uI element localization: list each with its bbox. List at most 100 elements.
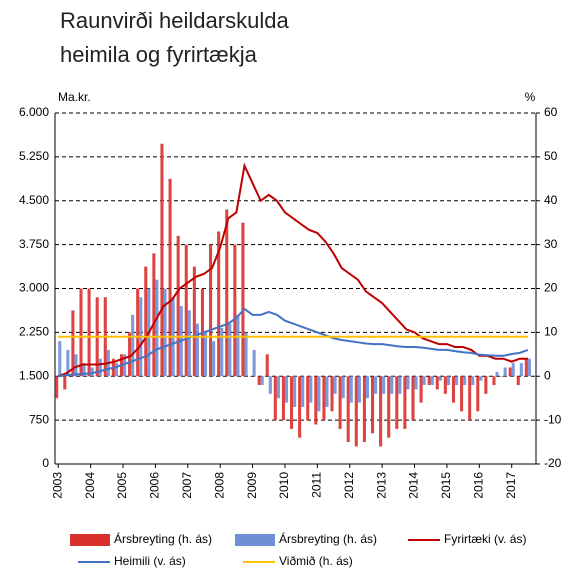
x-tick-label: 2016 — [471, 472, 485, 499]
bar — [217, 231, 221, 377]
bar — [422, 376, 426, 386]
x-tick-label: 2009 — [245, 472, 259, 499]
bar — [519, 363, 523, 377]
y-tick-label: 6.000 — [19, 105, 49, 119]
bar — [382, 376, 386, 394]
bar — [192, 266, 196, 377]
bar — [354, 376, 358, 447]
y-tick-label: 750 — [29, 412, 49, 426]
bar — [322, 376, 326, 421]
y-tick-label: 2.250 — [19, 325, 49, 339]
y-axis-label: Ma.kr. — [58, 90, 91, 104]
bar — [66, 349, 70, 377]
bar — [455, 376, 459, 386]
legend-label: Ársbreyting (h. ás) — [114, 531, 212, 546]
y2-tick-label: 30 — [544, 237, 558, 251]
legend-label: Viðmið (h. ás) — [279, 554, 353, 568]
bar — [152, 253, 156, 377]
x-tick-label: 2012 — [342, 472, 356, 499]
bar — [228, 323, 232, 377]
bar — [411, 376, 415, 421]
bar — [55, 376, 59, 399]
bar — [390, 376, 394, 394]
bar — [220, 327, 224, 377]
bar — [249, 376, 253, 377]
bar — [293, 376, 297, 407]
chart-title: Raunvirði heildarskulda — [60, 8, 289, 33]
bar — [82, 363, 86, 377]
bar — [203, 332, 208, 377]
y-tick-label: 5.250 — [19, 149, 49, 163]
bar — [163, 288, 167, 377]
x-tick-label: 2013 — [374, 472, 388, 499]
bar — [527, 358, 531, 377]
y2-axis-label: % — [525, 90, 536, 104]
x-tick-label: 2004 — [83, 472, 97, 499]
y2-tick-label: -10 — [544, 412, 562, 426]
bar — [233, 244, 237, 377]
bar — [268, 376, 272, 394]
x-tick-label: 2015 — [439, 472, 453, 499]
bar — [500, 376, 504, 377]
bar — [79, 288, 83, 377]
bar — [395, 376, 399, 429]
bar — [90, 367, 94, 377]
legend-label: Heimili (v. ás) — [114, 554, 186, 568]
bar — [128, 332, 132, 377]
bar — [209, 244, 213, 377]
bar — [314, 376, 318, 425]
bar — [212, 341, 216, 377]
bar — [58, 341, 62, 377]
bar — [333, 376, 337, 394]
bar — [374, 376, 378, 394]
bar — [357, 376, 361, 403]
x-tick-label: 2010 — [277, 472, 291, 499]
bar — [495, 371, 499, 377]
bar — [87, 288, 91, 377]
chart-title: heimila og fyrirtækja — [60, 42, 258, 67]
bar — [309, 376, 313, 403]
bar — [516, 376, 520, 386]
bar — [160, 143, 164, 377]
legend-swatch — [235, 534, 275, 546]
bar — [136, 288, 140, 377]
bar — [387, 376, 391, 438]
bar — [476, 376, 480, 412]
x-tick-label: 2011 — [310, 472, 324, 498]
bar — [492, 376, 496, 386]
bar — [306, 376, 310, 421]
bar — [451, 376, 456, 403]
y-tick-label: 4.500 — [19, 193, 49, 207]
bar — [419, 376, 423, 403]
bar — [131, 314, 135, 377]
y-tick-label: 3.000 — [19, 281, 49, 295]
bar — [471, 376, 475, 386]
y-tick-label: 3.750 — [19, 237, 49, 251]
bar — [463, 376, 467, 386]
bar — [325, 376, 329, 407]
y-tick-label: 0 — [42, 456, 49, 470]
bar — [346, 376, 350, 443]
bar — [236, 314, 240, 377]
bar — [144, 266, 148, 377]
bar — [123, 354, 127, 377]
bar — [74, 354, 78, 377]
bar — [187, 310, 191, 377]
y2-tick-label: 0 — [544, 368, 551, 382]
bar — [195, 323, 199, 377]
bar — [435, 376, 439, 390]
x-tick-label: 2006 — [148, 472, 162, 499]
bar — [63, 376, 67, 390]
y-tick-label: 1.500 — [19, 368, 49, 382]
bar — [403, 376, 407, 429]
bar — [273, 376, 277, 421]
bar — [460, 376, 464, 412]
bar — [349, 376, 353, 403]
y2-tick-label: 60 — [544, 105, 558, 119]
bar — [284, 376, 289, 403]
bar — [168, 178, 172, 377]
y2-tick-label: 10 — [544, 325, 558, 339]
bar — [406, 376, 410, 390]
bar — [508, 367, 512, 377]
